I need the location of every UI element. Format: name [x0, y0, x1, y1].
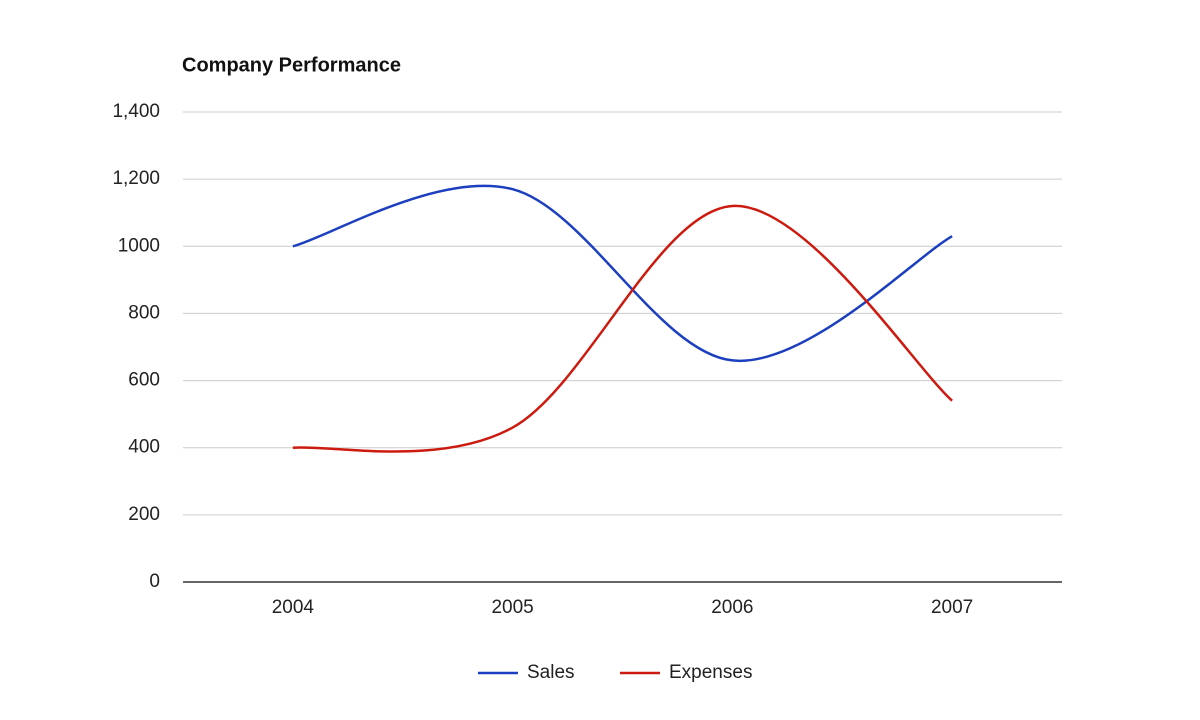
x-tick-label: 2006	[711, 597, 753, 618]
y-tick-label: 1,200	[112, 168, 160, 189]
y-tick-label: 800	[128, 302, 160, 323]
x-tick-label: 2005	[491, 597, 533, 618]
y-tick-label: 0	[149, 571, 160, 592]
x-tick-label: 2007	[931, 597, 973, 618]
legend-label: Expenses	[669, 662, 752, 683]
y-tick-label: 1000	[118, 235, 160, 256]
series-line	[292, 204, 953, 453]
chart-title: Company Performance	[182, 54, 401, 76]
y-tick-label: 400	[128, 437, 160, 458]
series-line	[292, 184, 953, 362]
y-tick-label: 1,400	[112, 101, 160, 122]
x-tick-label: 2004	[272, 597, 315, 618]
legend-label: Sales	[527, 662, 575, 683]
y-tick-label: 600	[128, 370, 160, 391]
y-tick-label: 200	[128, 504, 160, 525]
